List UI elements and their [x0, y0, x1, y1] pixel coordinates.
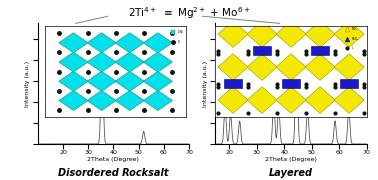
- Y-axis label: Intensity (a.u.): Intensity (a.u.): [25, 61, 30, 107]
- Text: Layered: Layered: [269, 168, 313, 178]
- X-axis label: 2Theta (Degree): 2Theta (Degree): [265, 157, 317, 162]
- Text: 2Ti$^{4+}$ $\equiv$ Mg$^{2+}$ + Mo$^{6+}$: 2Ti$^{4+}$ $\equiv$ Mg$^{2+}$ + Mo$^{6+}…: [128, 5, 250, 21]
- X-axis label: 2Theta (Degree): 2Theta (Degree): [87, 157, 139, 162]
- Y-axis label: Intensity (a.u.): Intensity (a.u.): [203, 61, 208, 107]
- Text: Disordered Rocksalt: Disordered Rocksalt: [58, 168, 169, 178]
